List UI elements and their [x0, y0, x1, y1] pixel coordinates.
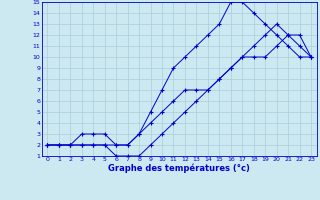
X-axis label: Graphe des températures (°c): Graphe des températures (°c) [108, 164, 250, 173]
